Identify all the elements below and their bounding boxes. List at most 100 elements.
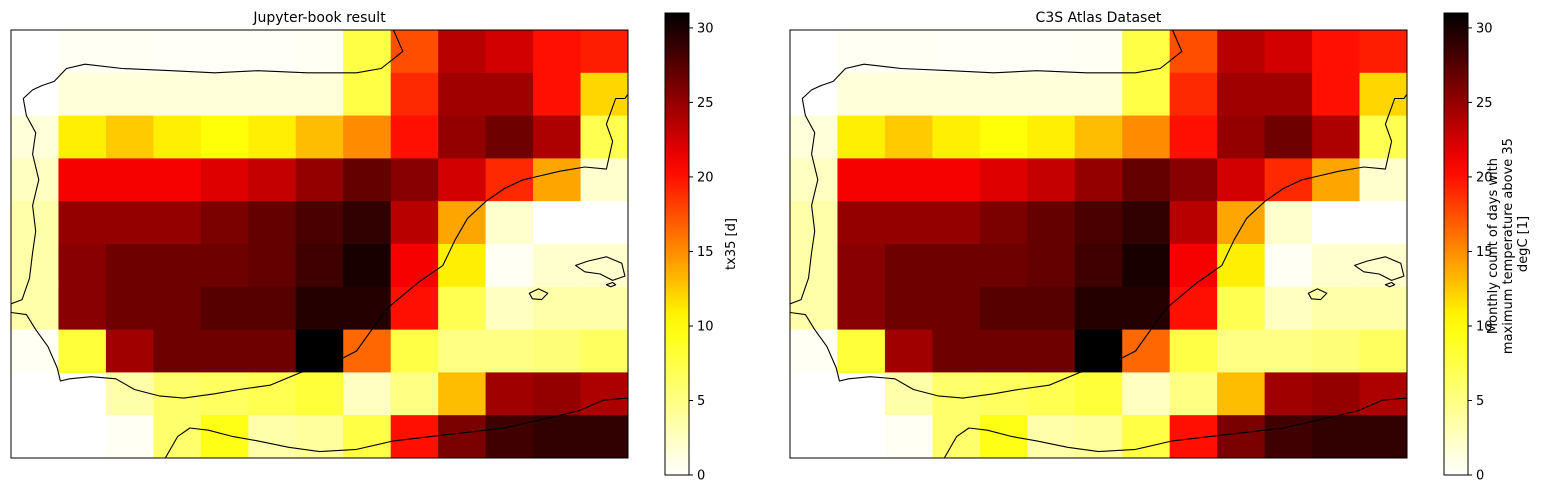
colorbar-label-right-line-1: Monthly count of days with [1486, 158, 1501, 334]
heatmap-cell-left-r3-c6 [295, 158, 344, 202]
heatmap-cell-left-r8-c11 [533, 372, 582, 416]
coast-africa-right [943, 397, 1407, 458]
heatmap-cell-right-r2-c7 [1122, 115, 1171, 159]
heatmap-cell-right-r3-c4 [979, 158, 1028, 202]
heatmap-cell-right-r0-c5 [1027, 30, 1076, 74]
heatmap-cell-left-r3-c3 [153, 158, 202, 202]
heatmap-cell-right-r3-c5 [1027, 158, 1076, 202]
heatmap-cell-right-r3-c12 [1359, 158, 1407, 202]
heatmap-cell-right-r5-c2 [884, 244, 933, 288]
heatmap-cell-left-r7-c12 [580, 329, 628, 373]
heatmap-cell-left-r5-c6 [295, 244, 344, 288]
heatmap-cell-left-r0-c4 [200, 30, 249, 74]
heatmap-cell-right-r9-c9 [1217, 415, 1266, 458]
heatmap-cell-left-r4-c6 [295, 201, 344, 245]
heatmap-cell-right-r8-c5 [1027, 372, 1076, 416]
heatmap-cell-left-r8-c8 [390, 372, 439, 416]
heatmap-cell-left-r6-c0 [11, 286, 60, 331]
heatmap-cell-left-r2-c7 [343, 115, 392, 159]
heatmap-cell-left-r4-c4 [200, 201, 249, 245]
heatmap-cell-left-r4-c10 [485, 201, 534, 245]
heatmap-cell-right-r2-c12 [1359, 115, 1407, 159]
plot-frame-right [789, 29, 1408, 459]
heatmap-cell-left-r6-c12 [580, 286, 628, 331]
heatmap-cell-right-r3-c7 [1122, 158, 1171, 202]
colorbar-tick-label-left-15: 15 [697, 245, 714, 260]
heatmap-cell-right-r9-c10 [1264, 415, 1313, 458]
island-majorca-left [575, 256, 626, 281]
heatmap-cell-right-r4-c2 [884, 201, 933, 245]
heatmap-cell-right-r8-c8 [1169, 372, 1218, 416]
colorbar-tick-label-left-25: 25 [697, 96, 714, 111]
heatmap-cell-right-r9-c12 [1359, 415, 1407, 458]
heatmap-cell-left-r6-c3 [153, 286, 202, 331]
heatmap-cell-right-r5-c0 [790, 244, 839, 288]
heatmap-cell-left-r4-c5 [248, 201, 297, 245]
plot-frame-left [10, 29, 629, 459]
heatmap-cell-left-r9-c9 [438, 415, 487, 458]
colorbar-ramp-right [1443, 12, 1469, 476]
heatmap-cell-right-r6-c0 [790, 286, 839, 331]
heatmap-cell-left-r3-c1 [58, 158, 107, 202]
heatmap-cell-right-r6-c1 [837, 286, 886, 331]
heatmap-cell-left-r4-c11 [533, 201, 582, 245]
island-minorca-left [605, 281, 617, 288]
heatmap-cell-right-r1-c8 [1169, 72, 1218, 117]
chart-title-left: Jupyter-book result [252, 10, 386, 26]
heatmap-cell-left-r6-c4 [200, 286, 249, 331]
heatmap-cell-right-r7-c11 [1312, 329, 1361, 373]
colorbar-label-right-line-3: degC [1] [1516, 216, 1531, 272]
heatmap-cell-right-r5-c9 [1217, 244, 1266, 288]
heatmap-cell-left-r2-c5 [248, 115, 297, 159]
heatmap-cell-left-r9-c11 [533, 415, 582, 458]
heatmap-cell-right-r2-c5 [1027, 115, 1076, 159]
colorbar-tick-label-left-5: 5 [697, 394, 705, 409]
heatmap-cell-right-r8-c9 [1217, 372, 1266, 416]
heatmap-cell-right-r5-c5 [1027, 244, 1076, 288]
colorbar-tick-label-right-5: 5 [1476, 394, 1484, 409]
heatmap-cell-left-r5-c11 [533, 244, 582, 288]
heatmap-cell-left-r1-c4 [200, 72, 249, 117]
heatmap-cell-left-r1-c6 [295, 72, 344, 117]
colorbar-ramp-left [664, 12, 690, 476]
colorbar-tick-label-right-15: 15 [1476, 245, 1493, 260]
heatmap-cell-right-r9-c2 [884, 415, 933, 458]
heatmap-cell-right-r9-c5 [1027, 415, 1076, 458]
heatmap-cell-right-r8-c12 [1359, 372, 1407, 416]
heatmap-cell-left-r5-c3 [153, 244, 202, 288]
heatmap-cell-left-r5-c0 [11, 244, 60, 288]
heatmap-cell-right-r4-c4 [979, 201, 1028, 245]
heatmap-cell-left-r1-c8 [390, 72, 439, 117]
heatmap-cell-right-r1-c6 [1074, 72, 1123, 117]
heatmap-cell-left-r4-c8 [390, 201, 439, 245]
heatmap-cell-left-r6-c1 [58, 286, 107, 331]
heatmap-cell-left-r2-c9 [438, 115, 487, 159]
heatmap-cell-left-r4-c2 [105, 201, 154, 245]
heatmap-cell-left-r9-c2 [105, 415, 154, 458]
heatmap-cell-right-r6-c10 [1264, 286, 1313, 331]
heatmap-cell-left-r9-c10 [485, 415, 534, 458]
heatmap-cell-left-r5-c9 [438, 244, 487, 288]
heatmap-cell-right-r6-c8 [1169, 286, 1218, 331]
heatmap-cell-left-r2-c3 [153, 115, 202, 159]
heatmap-cell-left-r7-c11 [533, 329, 582, 373]
heatmap-cell-left-r0-c1 [58, 30, 107, 74]
heatmap-cell-right-r4-c10 [1264, 201, 1313, 245]
colorbar-tick-label-left-0: 0 [697, 469, 705, 484]
heatmap-cell-right-r4-c12 [1359, 201, 1407, 245]
heatmap-cell-left-r4-c7 [343, 201, 392, 245]
heatmap-cell-left-r5-c5 [248, 244, 297, 288]
colorbar-ticks-left: 0 5 10 15 20 25 30 [689, 21, 714, 484]
heatmap-cell-right-r3-c2 [884, 158, 933, 202]
heatmap-cell-left-r6-c11 [533, 286, 582, 331]
heatmap-panel-right: C3S Atlas Dataset [789, 10, 1408, 459]
chart-title-right: C3S Atlas Dataset [1036, 10, 1162, 26]
heatmap-cell-right-r5-c12 [1359, 244, 1407, 288]
heatmap-cell-left-r1-c5 [248, 72, 297, 117]
heatmap-cell-right-r8-c7 [1122, 372, 1171, 416]
heatmap-cell-left-r6-c7 [343, 286, 392, 331]
heatmap-cell-right-r2-c1 [837, 115, 886, 159]
heatmap-cell-left-r6-c8 [390, 286, 439, 331]
heatmap-cell-left-r7-c8 [390, 329, 439, 373]
heatmap-cell-left-r2-c6 [295, 115, 344, 159]
